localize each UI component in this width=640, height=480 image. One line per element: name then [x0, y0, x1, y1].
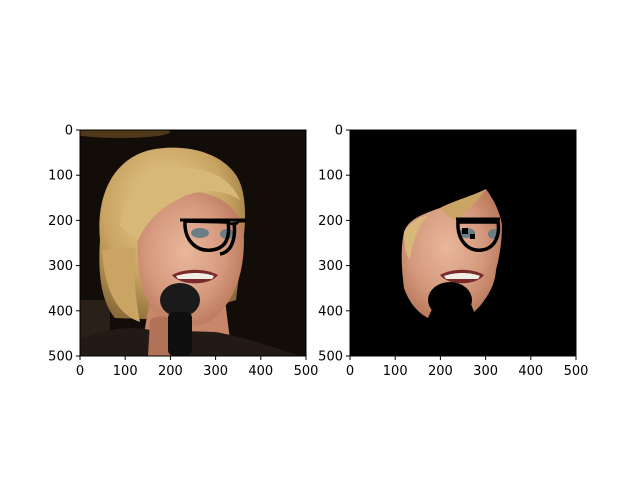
left-axes-frame	[79, 129, 307, 357]
right-axes-frame	[349, 129, 577, 357]
right-y-tick-label: 0	[335, 124, 343, 139]
left-y-tick-label: 0	[65, 124, 73, 139]
left-x-tick-label: 100	[113, 364, 138, 379]
right-x-tick-label: 300	[473, 364, 498, 379]
right-y-tick-label: 500	[318, 350, 343, 365]
original-photo	[80, 130, 306, 356]
right-x-tick-label: 100	[383, 364, 408, 379]
right-x-tick-label: 0	[346, 364, 354, 379]
right-x-tick-label: 500	[564, 364, 589, 379]
left-x-tick-label: 200	[158, 364, 183, 379]
left-x-tick-label: 400	[248, 364, 273, 379]
left-y-tick-label: 100	[48, 169, 73, 184]
right-x-tick-label: 200	[428, 364, 453, 379]
left-x-tick-label: 500	[294, 364, 319, 379]
right-y-tick-label: 100	[318, 169, 343, 184]
left-x-tick-label: 300	[203, 364, 228, 379]
masked-photo	[350, 130, 576, 356]
right-y-tick-label: 200	[318, 214, 343, 229]
left-y-tick-label: 500	[48, 350, 73, 365]
left-y-tick-label: 400	[48, 304, 73, 319]
right-y-tick-label: 300	[318, 259, 343, 274]
left-y-tick-label: 200	[48, 214, 73, 229]
left-y-tick-label: 300	[48, 259, 73, 274]
right-x-tick-label: 400	[518, 364, 543, 379]
right-y-tick-label: 400	[318, 304, 343, 319]
left-x-tick-label: 0	[76, 364, 84, 379]
